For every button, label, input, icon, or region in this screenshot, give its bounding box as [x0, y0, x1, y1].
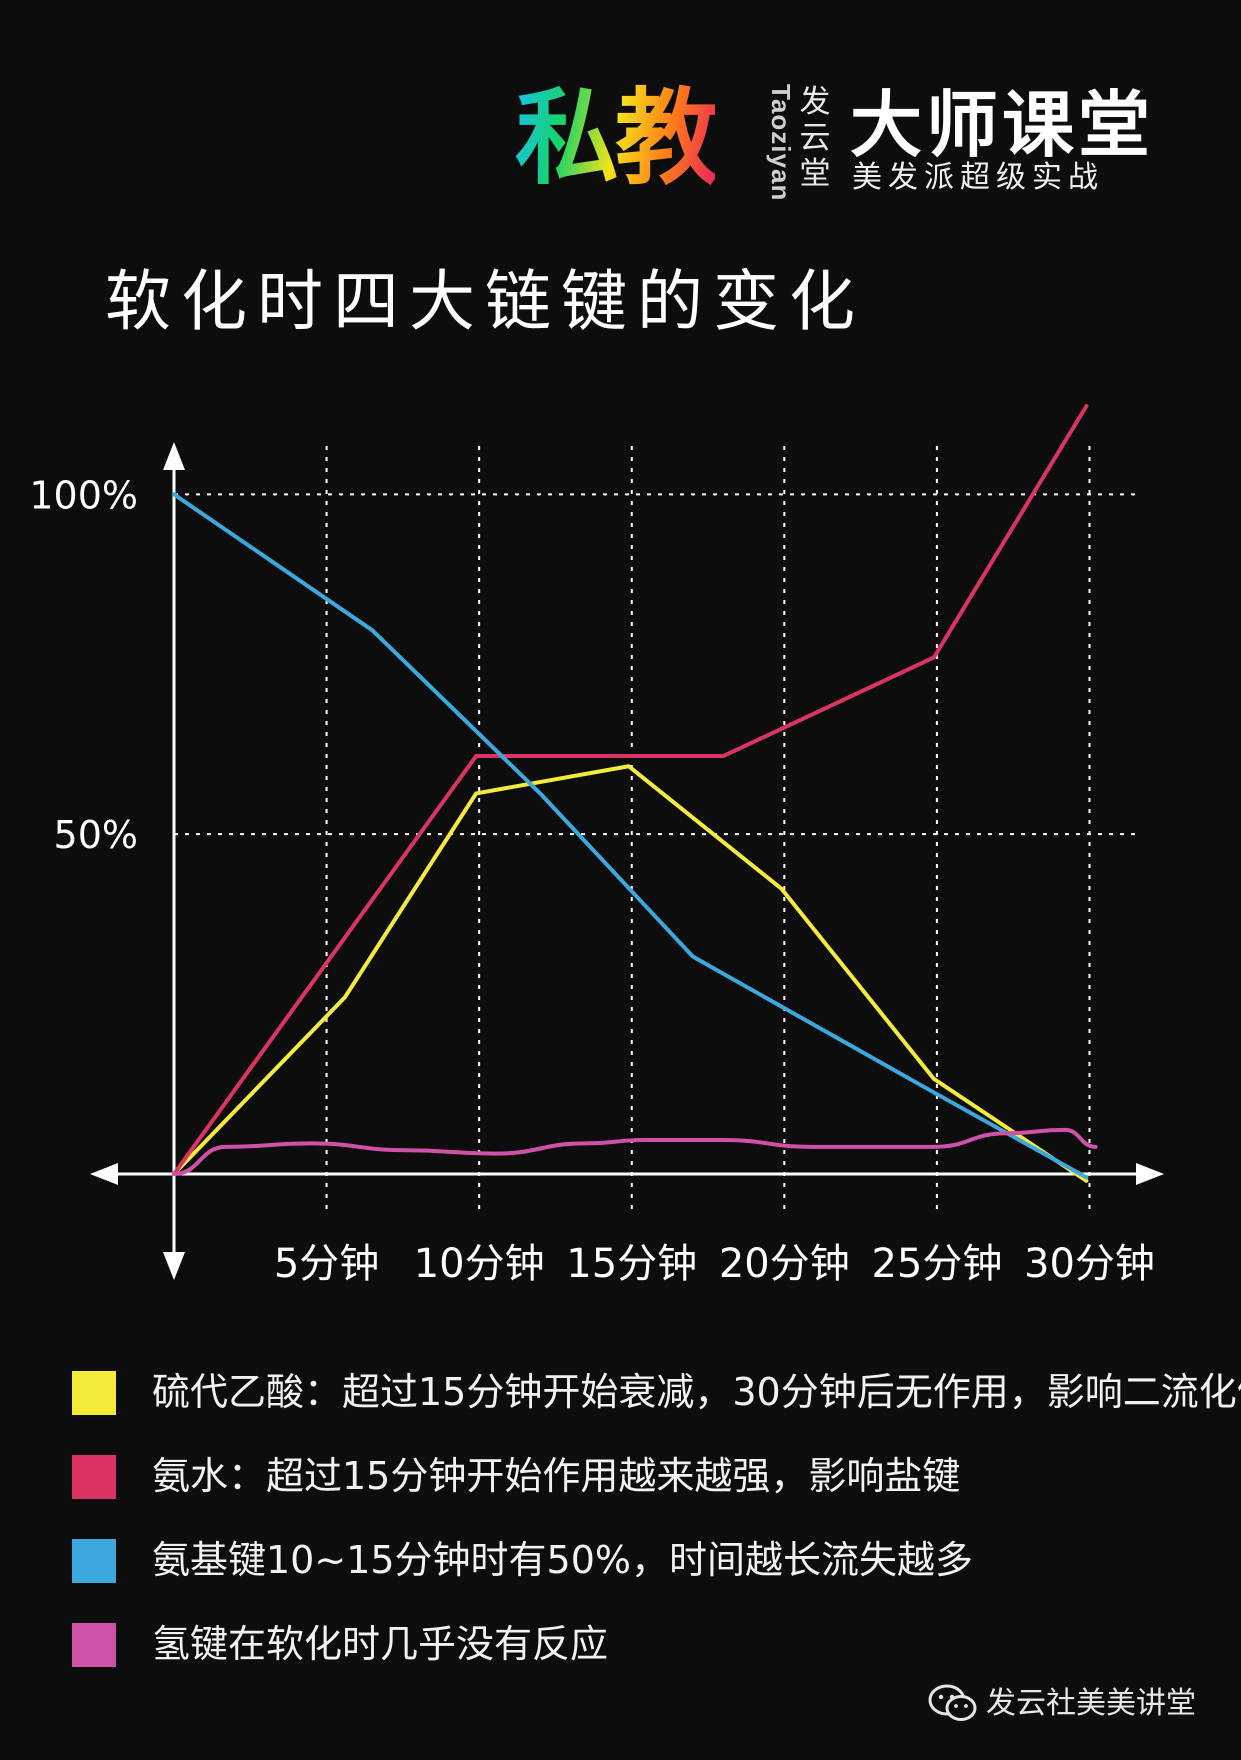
page-title: 软化时四大链键的变化 — [105, 263, 865, 340]
legend-swatch — [72, 1623, 116, 1667]
x-tick-label: 25分钟 — [871, 1241, 1002, 1287]
legend-item: 氢键在软化时几乎没有反应 — [72, 1615, 1232, 1699]
brand-main-title: 大师课堂 — [850, 83, 1155, 167]
x-tick-label: 15分钟 — [566, 1241, 697, 1287]
legend-text: 氨水：超过15分钟开始作用越来越强，影响盐键 — [152, 1454, 961, 1498]
y-tick-label: 50% — [54, 813, 138, 857]
legend-item: 氨基键10~15分钟时有50%，时间越长流失越多 — [72, 1531, 1232, 1615]
brand-latin-text: Taoziyan — [766, 84, 796, 202]
chart-tick-labels: 5分钟 10分钟 15分钟 20分钟 25分钟 30分钟 100% 50% — [29, 473, 1155, 1287]
y-axis-arrow-down — [163, 1252, 185, 1280]
wechat-icon — [928, 1684, 977, 1721]
legend-text: 硫代乙酸：超过15分钟开始衰减，30分钟后无作用，影响二流化健 — [152, 1370, 1241, 1414]
x-tick-label: 20分钟 — [719, 1241, 850, 1287]
series-line — [172, 404, 1089, 1176]
legend-swatch — [72, 1455, 116, 1499]
watermark-text: 发云社美美讲堂 — [986, 1686, 1196, 1721]
x-tick-label: 10分钟 — [414, 1241, 545, 1287]
x-axis-arrow-right — [1136, 1163, 1164, 1185]
legend-text: 氨基键10~15分钟时有50%，时间越长流失越多 — [152, 1538, 974, 1582]
series-line — [172, 492, 1089, 1180]
legend: 硫代乙酸：超过15分钟开始衰减，30分钟后无作用，影响二流化健 氨水：超过15分… — [72, 1363, 1241, 1699]
chart-series — [172, 404, 1098, 1183]
brand-logo: 私教 — [515, 77, 719, 199]
legend-swatch — [72, 1539, 116, 1583]
chart-axes — [90, 442, 1164, 1280]
brand-org-text: 发云堂 — [799, 84, 831, 192]
series-line — [172, 764, 1089, 1183]
legend-text: 氢键在软化时几乎没有反应 — [152, 1622, 609, 1666]
y-axis-arrow-up — [163, 442, 185, 470]
series-line — [172, 1127, 1098, 1176]
legend-item: 氨水：超过15分钟开始作用越来越强，影响盐键 — [72, 1447, 1232, 1531]
y-tick-label: 100% — [29, 473, 138, 517]
brand-subtitle: 美发派超级实战 — [852, 160, 1104, 195]
legend-item: 硫代乙酸：超过15分钟开始衰减，30分钟后无作用，影响二流化健 — [72, 1363, 1241, 1447]
x-tick-label: 30分钟 — [1024, 1241, 1155, 1287]
chart-grid — [174, 446, 1140, 1212]
brand-header: 私教 Taoziyan 发云堂 大师课堂 美发派超级实战 — [515, 78, 1195, 208]
x-axis-arrow-left — [90, 1163, 118, 1185]
legend-swatch — [72, 1371, 116, 1415]
x-tick-label: 5分钟 — [274, 1241, 379, 1287]
